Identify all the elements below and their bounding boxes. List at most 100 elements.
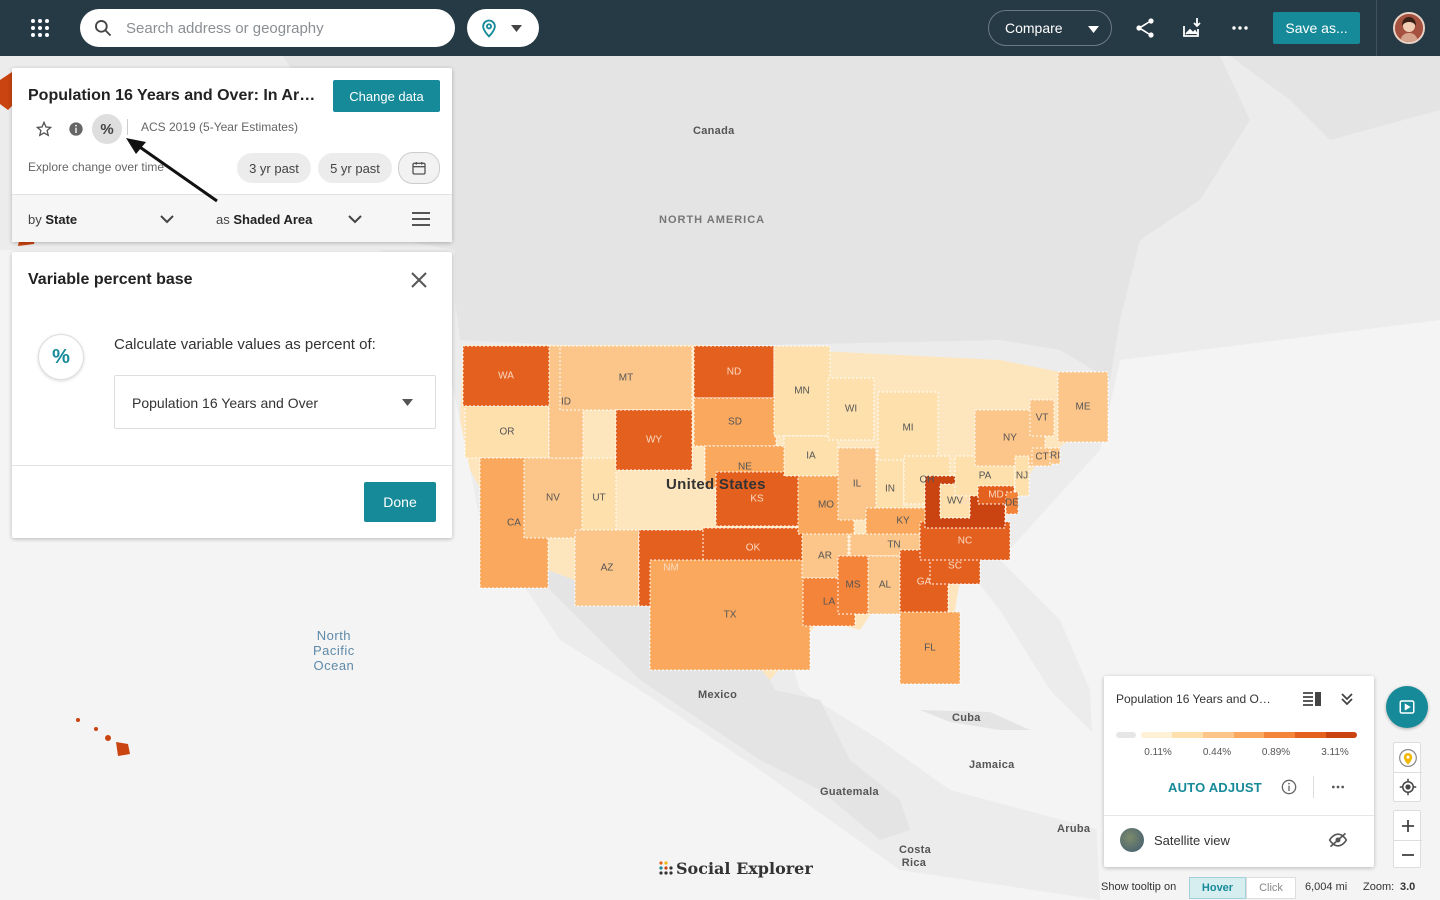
state-ms[interactable]: [837, 555, 869, 615]
state-ia[interactable]: [783, 435, 839, 477]
state-label: NE: [738, 461, 752, 473]
chip-5yr-past[interactable]: 5 yr past: [318, 153, 392, 183]
label-north-america: NORTH AMERICA: [659, 214, 766, 226]
state-or[interactable]: [464, 405, 550, 459]
state-label: SC: [948, 560, 962, 572]
visualization-type-select[interactable]: as Shaded Area: [216, 212, 312, 227]
state-mi[interactable]: [877, 391, 939, 465]
state-label: WI: [844, 403, 858, 415]
state-sd[interactable]: [693, 397, 777, 447]
compare-button[interactable]: Compare: [988, 10, 1112, 46]
search-box: [80, 9, 455, 47]
label-costa-rica: Costa Rica: [899, 844, 932, 869]
percent-base-select[interactable]: Population 16 Years and Over: [114, 375, 436, 429]
state-al[interactable]: [867, 555, 903, 615]
state-label: MO: [817, 499, 835, 511]
zoom-value: 3.0: [1400, 881, 1416, 893]
state-wi[interactable]: [827, 377, 875, 441]
chevron-down-icon[interactable]: [348, 215, 362, 224]
caret-down-icon: [1088, 26, 1099, 33]
divider: [127, 119, 128, 135]
change-data-button[interactable]: Change data: [333, 80, 440, 112]
state-tx[interactable]: [649, 559, 811, 671]
state-mt[interactable]: [559, 345, 693, 411]
annotation-arrow: [126, 138, 218, 203]
by-value: State: [45, 212, 78, 227]
eye-off-icon[interactable]: [1328, 831, 1348, 849]
close-icon[interactable]: [408, 269, 430, 291]
state-label: MN: [794, 385, 810, 397]
tooltip-mode-label: Show tooltip on: [1101, 881, 1177, 893]
state-az[interactable]: [574, 529, 640, 607]
label-united-states: United States: [666, 476, 766, 493]
state-label: NV: [546, 492, 560, 504]
state-nj[interactable]: [1014, 455, 1030, 497]
state-label: AZ: [600, 562, 614, 574]
user-avatar[interactable]: [1393, 12, 1425, 44]
state-label: NC: [957, 535, 973, 547]
auto-adjust-button[interactable]: AUTO ADJUST: [1168, 780, 1262, 795]
crosshair-icon[interactable]: [1399, 778, 1417, 796]
state-de[interactable]: [1005, 491, 1019, 515]
state-label: NJ: [1015, 470, 1029, 482]
state-nv[interactable]: [523, 457, 583, 539]
more-options-icon[interactable]: [1330, 779, 1346, 795]
zoom-in-icon[interactable]: [1400, 818, 1416, 834]
state-ut[interactable]: [581, 457, 617, 539]
tooltip-hover-button[interactable]: Hover: [1189, 877, 1246, 899]
state-ks[interactable]: [715, 471, 799, 527]
more-options-icon[interactable]: [1228, 16, 1252, 40]
caret-down-icon: [402, 399, 413, 406]
info-icon[interactable]: [61, 114, 91, 144]
state-label: VA: [958, 496, 972, 508]
state-label: IA: [806, 450, 816, 462]
apps-grid-icon[interactable]: [28, 16, 52, 40]
label-canada: Canada: [693, 125, 735, 137]
star-icon[interactable]: [29, 114, 59, 144]
state-nd[interactable]: [693, 345, 775, 399]
info-icon[interactable]: [1281, 779, 1297, 795]
state-shapes: [462, 345, 1109, 685]
collapse-icon[interactable]: [1340, 692, 1354, 706]
dataset-title: Population 16 Years and Over: In Armed F…: [28, 87, 326, 104]
location-dropdown-button[interactable]: [467, 9, 539, 47]
zoom-out-icon[interactable]: [1400, 847, 1416, 863]
label-mexico: Mexico: [698, 689, 738, 701]
tooltip-click-button[interactable]: Click: [1246, 877, 1296, 899]
state-wy[interactable]: [615, 409, 693, 471]
state-me[interactable]: [1057, 371, 1109, 443]
state-ri[interactable]: [1049, 447, 1061, 465]
state-label: LA: [822, 596, 836, 608]
save-as-button[interactable]: Save as...: [1273, 12, 1360, 44]
divider: [1104, 815, 1374, 816]
compare-label: Compare: [1005, 20, 1063, 36]
chevron-down-icon[interactable]: [160, 215, 174, 224]
legend-list-icon[interactable]: [1302, 691, 1322, 707]
state-wa[interactable]: [462, 345, 550, 407]
state-label: DE: [1005, 497, 1019, 509]
share-icon[interactable]: [1133, 16, 1157, 40]
calculate-label: Calculate variable values as percent of:: [114, 336, 376, 353]
percent-base-button[interactable]: %: [92, 114, 122, 144]
state-label: PA: [978, 470, 992, 482]
geography-level-select[interactable]: by State: [28, 212, 77, 227]
chip-3yr-past[interactable]: 3 yr past: [237, 153, 311, 183]
state-label: MD: [988, 489, 1004, 501]
calendar-icon[interactable]: [398, 152, 440, 184]
done-button[interactable]: Done: [364, 482, 436, 522]
state-fl[interactable]: [899, 611, 961, 685]
state-label: MT: [618, 372, 634, 384]
state-label: IL: [852, 478, 862, 490]
search-icon: [95, 20, 112, 37]
presentation-play-button[interactable]: [1386, 686, 1428, 728]
state-label: CA: [507, 517, 521, 529]
menu-icon[interactable]: [411, 211, 431, 227]
export-image-icon[interactable]: [1180, 16, 1204, 40]
state-vt[interactable]: [1029, 399, 1055, 437]
search-input[interactable]: [126, 9, 436, 47]
state-label: GA: [916, 576, 932, 588]
state-label: SD: [728, 416, 742, 428]
state-label: OK: [745, 542, 761, 554]
geolocate-pin-icon[interactable]: [1398, 748, 1418, 768]
state-label: UT: [592, 492, 606, 504]
